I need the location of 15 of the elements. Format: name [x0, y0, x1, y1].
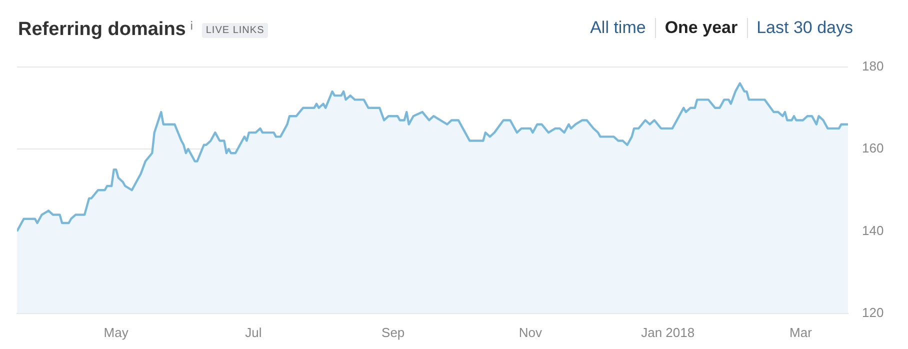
x-tick-label: Jan 2018 — [641, 324, 695, 340]
x-tick-label: May — [104, 324, 129, 340]
y-tick-label: 120 — [862, 304, 884, 320]
text: Last 30 days — [746, 18, 862, 38]
text: LIVE LINKS — [202, 22, 268, 38]
text: One year — [654, 18, 747, 38]
x-tick-label: Sep — [382, 324, 405, 340]
x-tick-label: Mar — [790, 324, 813, 340]
x-tick-label: Jul — [245, 324, 262, 340]
text: All time — [589, 18, 647, 38]
x-tick-label: Nov — [518, 324, 543, 340]
y-tick-label: 180 — [862, 58, 884, 74]
chart-title: Referring domains — [18, 19, 186, 41]
y-tick-label: 140 — [862, 222, 884, 238]
y-tick-label: 160 — [862, 140, 884, 156]
